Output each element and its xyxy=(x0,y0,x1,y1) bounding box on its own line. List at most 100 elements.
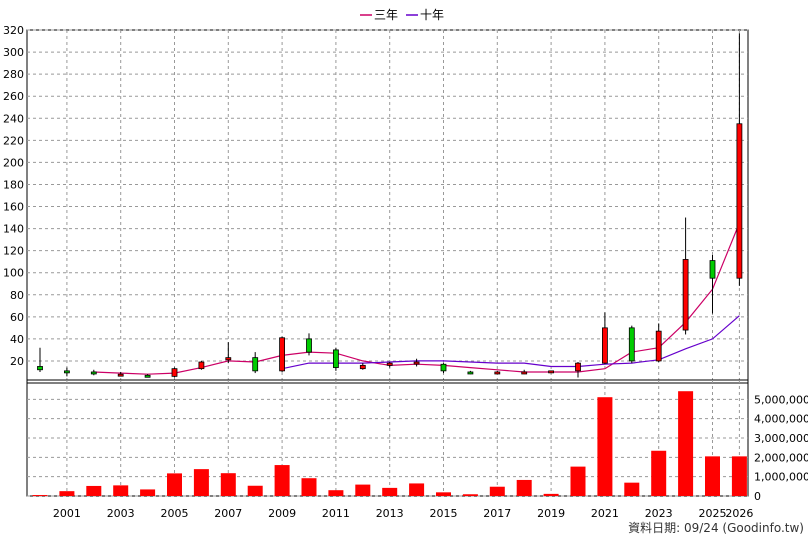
price-y-tick-label: 140 xyxy=(3,223,24,236)
x-axis: 2001 2003 2005 2007 2009 2011 2013 2015 2017 2019… xyxy=(53,507,754,520)
volume-bar-2006 xyxy=(193,469,209,496)
candle-2005 xyxy=(171,367,178,378)
candle-2017 xyxy=(494,370,501,375)
price-y-tick-label: 220 xyxy=(3,134,24,147)
candle-body xyxy=(332,349,339,368)
legend-label-10yr: 十年 xyxy=(420,8,444,22)
volume-y-tick-label: 3,000,000 xyxy=(754,432,808,445)
candle-body xyxy=(117,373,124,377)
candle-body xyxy=(602,327,608,364)
candle-2015 xyxy=(440,363,447,374)
volume-bar-2020 xyxy=(570,466,586,496)
candle-body xyxy=(494,371,501,375)
x-tick-label: 2009 xyxy=(268,507,296,520)
candle-2016 xyxy=(467,370,474,375)
volume-y-tick-label: 2,000,000 xyxy=(754,451,808,464)
x-tick-label: 2019 xyxy=(537,507,565,520)
candle-body xyxy=(144,374,151,378)
candle-2012 xyxy=(359,363,366,370)
x-tick-label: 2003 xyxy=(107,507,135,520)
price-y-tick-label: 180 xyxy=(3,178,24,191)
x-tick-label: 2023 xyxy=(645,507,673,520)
volume-bar-2002 xyxy=(86,485,102,496)
candle-2026 xyxy=(736,33,743,286)
candle-2002 xyxy=(90,369,97,376)
volume-bar-2016 xyxy=(462,494,478,496)
x-tick-label: 2015 xyxy=(430,507,458,520)
candle-2013 xyxy=(386,362,393,368)
candle-2010 xyxy=(306,333,312,356)
candle-body xyxy=(90,371,97,375)
candle-2023 xyxy=(655,323,662,363)
footer-source: 資料日期: 09/24 (Goodinfo.tw) xyxy=(628,521,804,535)
price-y-tick-label: 200 xyxy=(3,156,24,169)
ma-line-10yr xyxy=(281,315,740,370)
candle-body xyxy=(440,363,447,372)
candle-2008 xyxy=(252,352,259,374)
legend-label-3yr: 三年 xyxy=(374,8,398,22)
candle-body xyxy=(198,361,205,370)
price-y-tick-label: 20 xyxy=(10,355,24,368)
volume-bar-2023 xyxy=(651,450,667,496)
candle-body xyxy=(628,327,635,362)
candle-body xyxy=(467,371,474,375)
volume-bar-2017 xyxy=(489,486,505,496)
candle-body xyxy=(709,260,716,279)
x-tick-label: 2013 xyxy=(376,507,404,520)
volume-bar-2001 xyxy=(59,491,75,496)
price-y-tick-label: 60 xyxy=(10,311,24,324)
x-tick-label: 2026 xyxy=(725,507,753,520)
candle-2019 xyxy=(548,370,554,374)
candle-2009 xyxy=(279,336,286,372)
candle-body xyxy=(682,259,689,331)
price-y-tick-label: 80 xyxy=(10,289,24,302)
volume-bar-2012 xyxy=(355,484,371,496)
candle-2020 xyxy=(575,362,581,378)
candle-2003 xyxy=(117,371,124,377)
volume-bar-2022 xyxy=(624,482,640,496)
candle-2014 xyxy=(413,358,420,367)
volume-bar-2000 xyxy=(32,495,48,497)
candle-body xyxy=(413,361,420,365)
candle-2000 xyxy=(37,347,43,372)
candle-body xyxy=(575,362,581,372)
volume-bar-2010 xyxy=(301,478,317,496)
candle-2006 xyxy=(198,360,205,370)
price-y-tick-label: 40 xyxy=(10,333,24,346)
x-tick-label: 2011 xyxy=(322,507,350,520)
volume-bar-2009 xyxy=(274,465,290,496)
candle-body xyxy=(64,370,70,374)
volume-bar-2014 xyxy=(409,483,425,496)
volume-bar-2025 xyxy=(705,456,720,496)
candle-2025 xyxy=(709,255,716,314)
candle-body xyxy=(521,371,528,375)
x-tick-label: 2005 xyxy=(161,507,189,520)
volume-y-tick-label: 4,000,000 xyxy=(754,413,808,426)
candle-body xyxy=(306,338,312,353)
volume-y-tick-label: 0 xyxy=(754,490,761,503)
volume-bar-2013 xyxy=(382,487,398,496)
x-tick-label: 2025 xyxy=(699,507,727,520)
candle-2001 xyxy=(64,367,70,377)
candle-body xyxy=(655,330,662,362)
volume-y-tick-label: 5,000,000 xyxy=(754,393,808,406)
candle-body xyxy=(225,357,232,361)
price-y-tick-label: 300 xyxy=(3,46,24,59)
x-tick-label: 2007 xyxy=(214,507,242,520)
volume-bar-2011 xyxy=(328,490,344,496)
candle-body xyxy=(252,357,259,372)
volume-bar-2003 xyxy=(113,485,129,496)
price-panel: 20 40 60 80 100 120 140 160 180 200 220 240 260 280 30… xyxy=(3,24,749,384)
candle-2022 xyxy=(628,325,635,364)
candle-2011 xyxy=(332,347,339,371)
candle-body xyxy=(548,370,554,374)
price-y-tick-label: 260 xyxy=(3,90,24,103)
candle-2004 xyxy=(144,374,151,378)
x-tick-label: 2001 xyxy=(53,507,81,520)
x-tick-label: 2017 xyxy=(483,507,511,520)
price-y-tick-label: 100 xyxy=(3,267,24,280)
price-y-tick-label: 280 xyxy=(3,68,24,81)
x-tick-label: 2021 xyxy=(591,507,619,520)
